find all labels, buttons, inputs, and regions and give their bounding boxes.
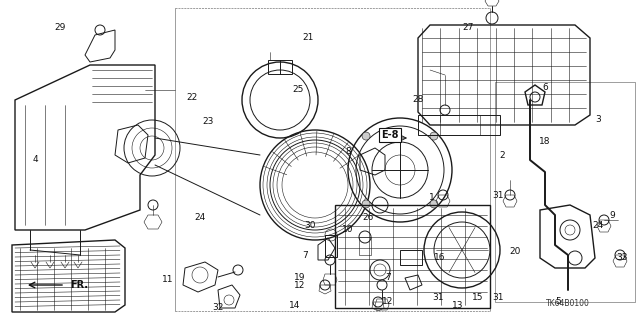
Text: 7: 7 [385, 273, 391, 283]
Text: E-8: E-8 [381, 130, 399, 140]
Circle shape [362, 200, 370, 208]
Circle shape [362, 132, 370, 140]
Text: 15: 15 [472, 293, 484, 302]
Text: 21: 21 [302, 33, 314, 42]
Text: 31: 31 [492, 293, 504, 302]
Bar [325, 235, 337, 257]
Text: 7: 7 [302, 250, 308, 259]
Text: 20: 20 [509, 248, 521, 256]
Text: 4: 4 [32, 155, 38, 165]
Text: 2: 2 [499, 151, 505, 160]
Bar [335, 205, 490, 308]
Circle shape [430, 200, 438, 208]
Text: 12: 12 [294, 280, 306, 290]
Bar [495, 82, 635, 302]
Circle shape [430, 132, 438, 140]
Text: 31: 31 [492, 190, 504, 199]
Text: 19: 19 [294, 273, 306, 283]
Text: 25: 25 [292, 85, 304, 94]
Text: 16: 16 [435, 254, 445, 263]
Text: 1: 1 [429, 194, 435, 203]
Text: 24: 24 [593, 220, 604, 229]
Text: 6: 6 [542, 84, 548, 93]
Text: 30: 30 [304, 220, 316, 229]
Text: 18: 18 [540, 137, 551, 146]
Text: 11: 11 [163, 276, 173, 285]
Text: FR.: FR. [70, 280, 88, 290]
Bar [268, 60, 292, 74]
Text: 24: 24 [195, 213, 205, 222]
Text: 10: 10 [342, 226, 354, 234]
Text: 26: 26 [362, 213, 374, 222]
Text: 9: 9 [609, 211, 615, 219]
Text: 23: 23 [202, 117, 214, 127]
Bar [359, 237, 371, 255]
Text: 3: 3 [595, 115, 601, 124]
Text: 14: 14 [289, 300, 301, 309]
Text: 29: 29 [54, 24, 66, 33]
Text: 5: 5 [555, 298, 561, 307]
Text: 8: 8 [345, 147, 351, 157]
Text: 28: 28 [412, 95, 424, 105]
Text: TK64B0100: TK64B0100 [546, 299, 590, 308]
Text: 13: 13 [452, 300, 464, 309]
Text: 22: 22 [186, 93, 198, 102]
Bar [400, 250, 422, 265]
Text: 31: 31 [432, 293, 444, 302]
Text: 27: 27 [462, 24, 474, 33]
Text: 33: 33 [616, 254, 628, 263]
Text: 32: 32 [212, 303, 224, 313]
Text: 12: 12 [382, 298, 394, 307]
